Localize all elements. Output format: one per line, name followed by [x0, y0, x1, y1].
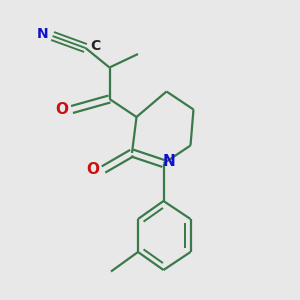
Text: N: N	[36, 28, 48, 41]
Text: O: O	[55, 102, 68, 117]
Text: C: C	[90, 40, 100, 53]
Text: N: N	[163, 154, 175, 169]
Text: O: O	[86, 162, 100, 177]
